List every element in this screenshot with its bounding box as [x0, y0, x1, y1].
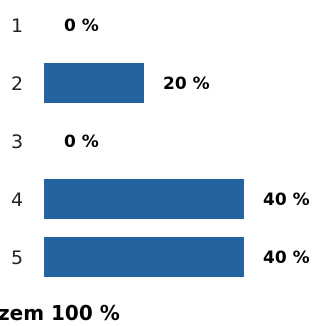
category-label: 1: [11, 15, 23, 37]
bar: [44, 237, 244, 277]
total-label: zem 100 %: [0, 301, 120, 325]
value-label: 20 %: [163, 74, 210, 94]
bar: [44, 179, 244, 219]
category-label: 3: [11, 131, 23, 153]
category-label: 5: [11, 247, 23, 269]
value-label: 40 %: [263, 190, 310, 210]
value-label: 0 %: [64, 16, 99, 36]
category-label: 4: [11, 189, 23, 211]
category-label: 2: [11, 73, 23, 95]
value-label: 40 %: [263, 248, 310, 268]
value-label: 0 %: [64, 132, 99, 152]
bar-rows: 1 0 % 2 20 % 3 0 % 4 40 % 5 40 %: [11, 15, 310, 277]
bar: [44, 63, 144, 103]
